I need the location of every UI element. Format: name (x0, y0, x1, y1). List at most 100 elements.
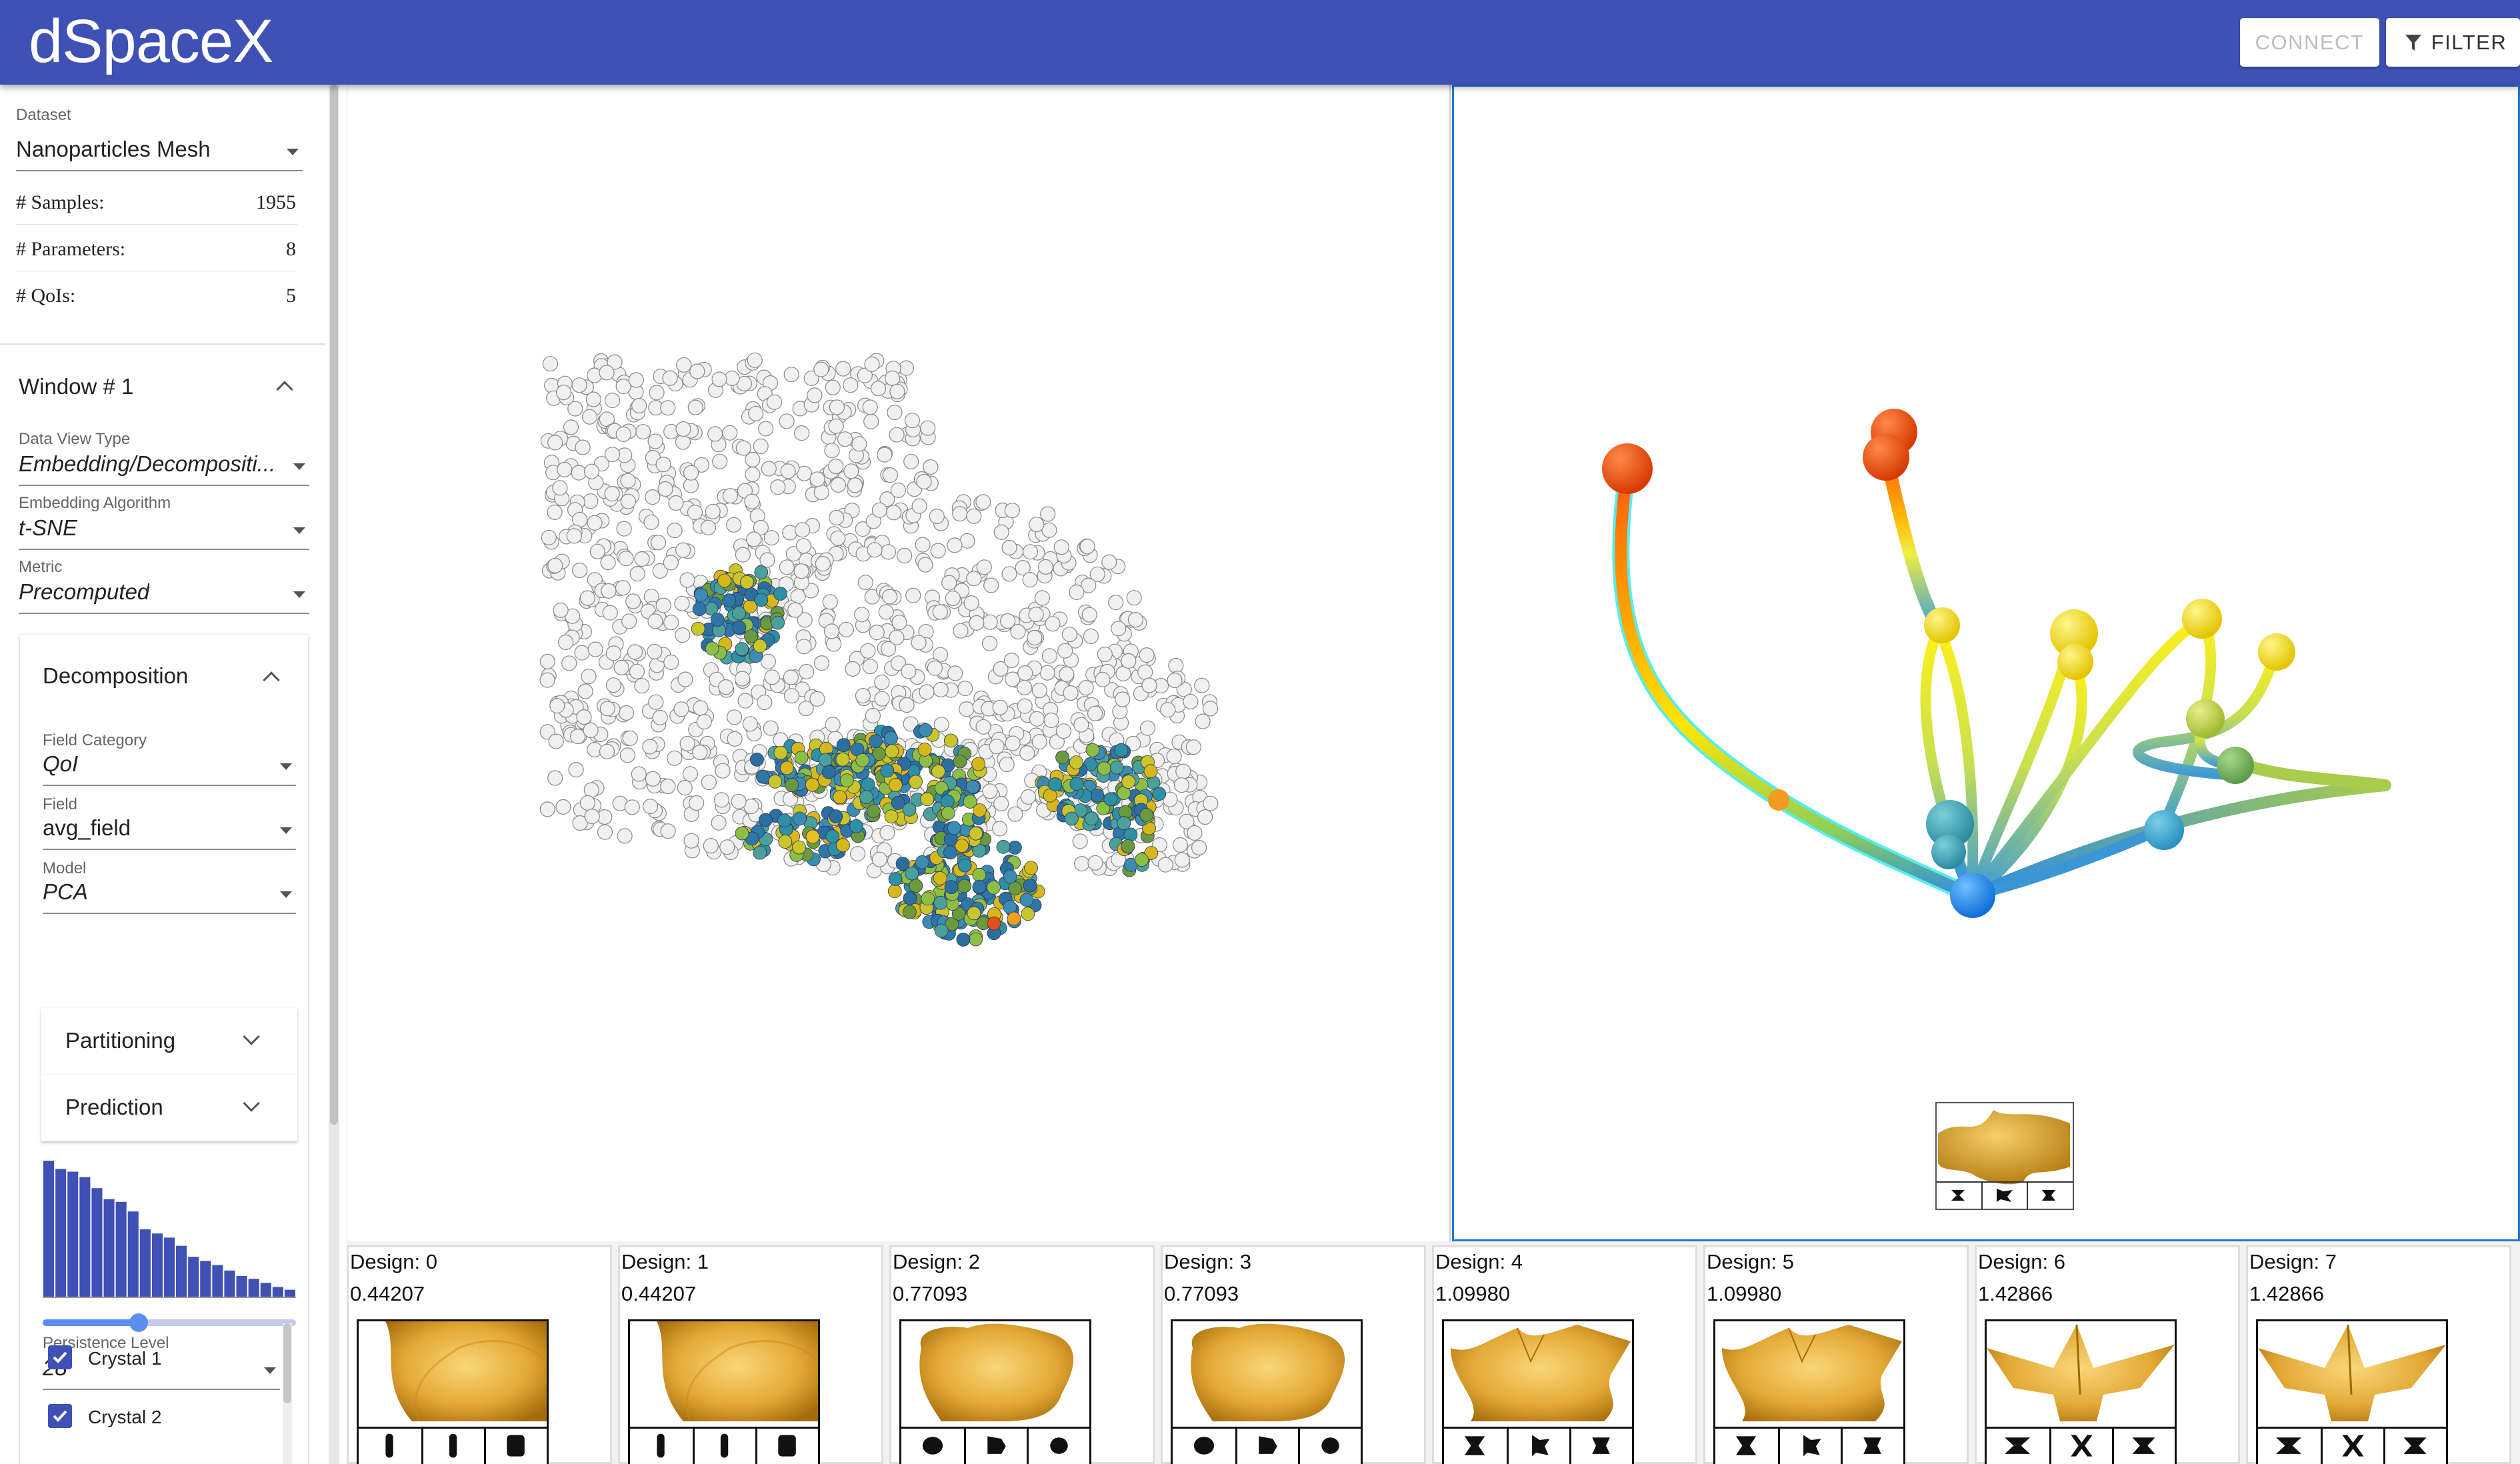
embedding-point[interactable] (1073, 717, 1089, 733)
embedding-point[interactable] (770, 479, 786, 495)
embedding-point[interactable] (577, 683, 593, 699)
embedding-point[interactable] (909, 879, 923, 893)
embedding-point[interactable] (963, 795, 977, 809)
design-image[interactable] (1442, 1319, 1634, 1464)
embedding-point[interactable] (976, 559, 992, 575)
embedding-point[interactable] (916, 473, 932, 490)
embedding-point[interactable] (864, 356, 880, 372)
embedding-point[interactable] (645, 489, 661, 505)
embedding-point[interactable] (969, 826, 983, 841)
embedding-point[interactable] (862, 659, 878, 675)
embedding-point[interactable] (795, 538, 812, 554)
embedding-point[interactable] (999, 613, 1016, 629)
embedding-point[interactable] (899, 697, 915, 713)
embedding-point[interactable] (687, 399, 703, 415)
embedding-point[interactable] (584, 808, 600, 825)
embedding-point[interactable] (999, 757, 1015, 773)
embedding-point[interactable] (1157, 857, 1174, 873)
embedding-point[interactable] (555, 799, 571, 815)
embedding-point[interactable] (888, 872, 903, 886)
embedding-point[interactable] (547, 435, 563, 451)
embedding-point[interactable] (947, 821, 961, 835)
embedding-point[interactable] (877, 447, 893, 463)
embedding-point[interactable] (902, 802, 917, 817)
embedding-point[interactable] (863, 413, 879, 429)
embedding-point[interactable] (1101, 554, 1117, 570)
embedding-point[interactable] (829, 399, 845, 415)
embedding-point[interactable] (1069, 584, 1085, 601)
embedding-point[interactable] (773, 587, 787, 601)
embedding-point[interactable] (735, 642, 749, 656)
embedding-point[interactable] (696, 713, 712, 730)
embedding-point[interactable] (882, 467, 898, 483)
embedding-point[interactable] (809, 691, 825, 707)
embedding-point[interactable] (764, 669, 780, 685)
embedding-point[interactable] (1029, 517, 1045, 533)
embedding-point[interactable] (589, 543, 605, 559)
embedding-point[interactable] (1081, 607, 1097, 623)
embedding-point[interactable] (693, 700, 709, 716)
embedding-point[interactable] (867, 542, 883, 558)
filter-button[interactable]: FILTER (2386, 18, 2520, 67)
embedding-point[interactable] (542, 356, 558, 372)
embedding-point[interactable] (1135, 853, 1149, 867)
embedding-point[interactable] (895, 857, 910, 871)
embedding-point[interactable] (601, 583, 617, 599)
connect-button[interactable]: CONNECT (2240, 18, 2379, 67)
embedding-point[interactable] (945, 590, 961, 607)
embedding-point[interactable] (966, 571, 982, 587)
embedding-point[interactable] (798, 663, 815, 680)
embedding-point[interactable] (1003, 869, 1017, 884)
embedding-point[interactable] (889, 778, 903, 792)
embedding-point[interactable] (583, 782, 599, 798)
embedding-point[interactable] (1001, 539, 1017, 556)
embedding-point[interactable] (890, 482, 907, 499)
embedding-point[interactable] (887, 884, 902, 899)
embedding-point[interactable] (618, 705, 635, 721)
embedding-point[interactable] (891, 796, 905, 810)
embedding-point[interactable] (604, 447, 621, 463)
embedding-point[interactable] (642, 739, 658, 755)
embedding-point[interactable] (825, 717, 841, 733)
embedding-point[interactable] (660, 400, 676, 416)
design-card[interactable]: Design: 0 0.44207 (347, 1245, 612, 1464)
embedding-point[interactable] (1121, 653, 1137, 669)
embedding-point[interactable] (849, 845, 866, 862)
embedding-point[interactable] (777, 813, 792, 828)
embedding-point[interactable] (634, 678, 650, 694)
embedding-point[interactable] (821, 765, 836, 779)
embedding-point[interactable] (957, 680, 973, 697)
embedding-point[interactable] (983, 577, 999, 593)
embedding-point[interactable] (1144, 846, 1159, 860)
embedding-point[interactable] (1055, 723, 1072, 739)
embedding-point[interactable] (1103, 792, 1118, 807)
embedding-point[interactable] (897, 547, 913, 564)
embedding-point[interactable] (835, 752, 850, 767)
embedding-point[interactable] (615, 379, 631, 395)
design-image[interactable] (1713, 1319, 1905, 1464)
embedding-point[interactable] (579, 590, 595, 606)
embedding-point[interactable] (1048, 777, 1063, 791)
embedding-point[interactable] (1020, 789, 1037, 805)
embedding-point[interactable] (647, 433, 663, 449)
embedding-point[interactable] (587, 515, 603, 531)
embedding-point[interactable] (1040, 506, 1056, 522)
embedding-point[interactable] (1172, 837, 1189, 853)
embedding-point[interactable] (918, 723, 933, 737)
embedding-point[interactable] (599, 701, 615, 717)
embedding-point[interactable] (583, 493, 599, 509)
embedding-point[interactable] (631, 766, 647, 782)
embedding-point[interactable] (1095, 671, 1111, 687)
embedding-point[interactable] (1057, 643, 1073, 659)
embedding-point[interactable] (673, 701, 689, 717)
embedding-point[interactable] (1096, 801, 1111, 815)
embedding-point[interactable] (1055, 750, 1069, 765)
embedding-point[interactable] (620, 473, 636, 489)
embedding-point[interactable] (967, 906, 981, 921)
embedding-point[interactable] (923, 459, 939, 475)
embedding-point[interactable] (889, 383, 905, 399)
embedding-point[interactable] (969, 932, 983, 947)
embedding-point[interactable] (867, 804, 881, 819)
embedding-point[interactable] (1001, 566, 1017, 582)
embedding-point[interactable] (1023, 878, 1037, 893)
